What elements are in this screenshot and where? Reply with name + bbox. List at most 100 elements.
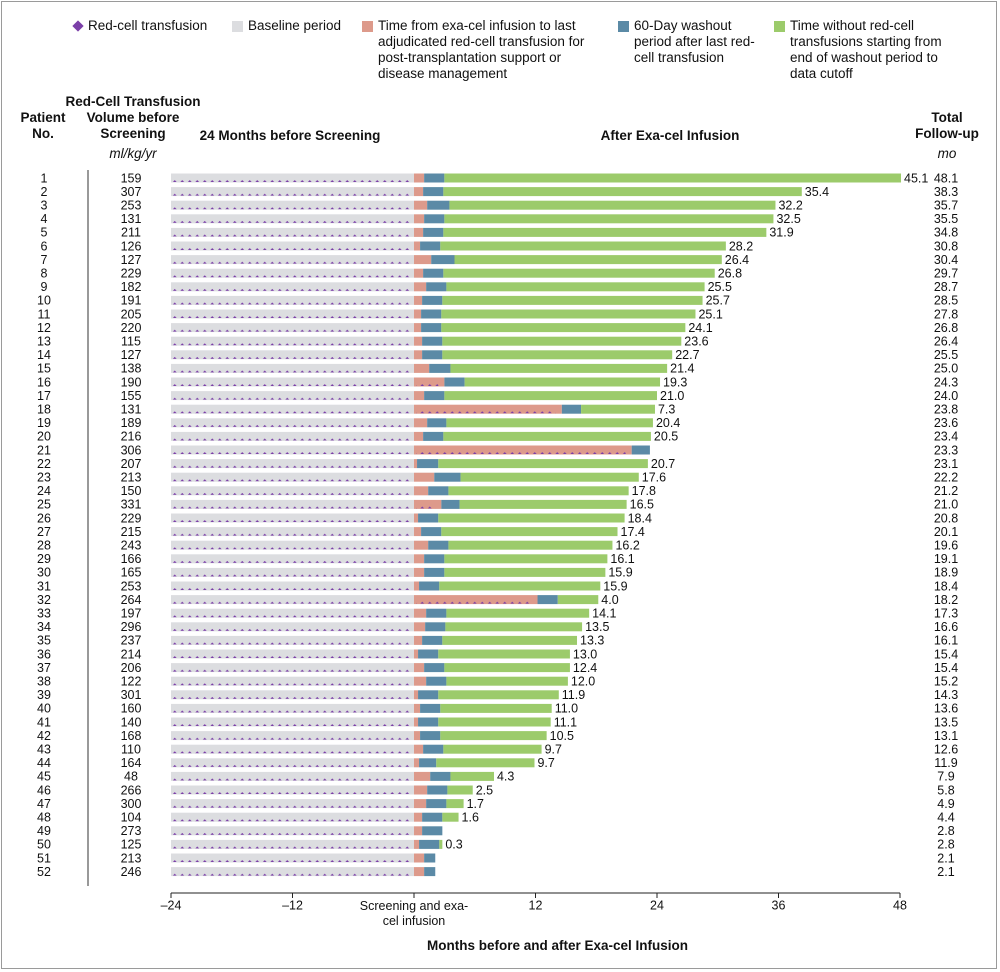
follow-up-value: 30.4 xyxy=(934,253,958,267)
volume-value: 253 xyxy=(121,198,142,212)
transfusion-pattern xyxy=(171,744,412,754)
post-infusion-transfusion-bar xyxy=(414,758,420,768)
patient-number: 48 xyxy=(37,810,51,824)
patient-number: 19 xyxy=(37,416,51,430)
follow-up-value: 18.2 xyxy=(934,593,958,607)
transfusion-pattern xyxy=(171,268,412,278)
follow-up-value: 15.4 xyxy=(934,661,958,675)
transfusion-free-bar xyxy=(439,839,443,849)
transfusion-free-label: 25.5 xyxy=(708,280,732,294)
volume-value: 140 xyxy=(121,715,142,729)
post-infusion-transfusion-bar xyxy=(414,676,427,686)
volume-value: 131 xyxy=(121,212,142,226)
transfusion-pattern xyxy=(171,445,412,454)
washout-bar xyxy=(427,418,447,428)
follow-up-value: 24.3 xyxy=(934,375,958,389)
transfusion-free-bar xyxy=(441,309,696,319)
washout-bar xyxy=(423,268,444,278)
transfusion-free-bar xyxy=(438,717,551,727)
post-infusion-transfusion-bar xyxy=(414,187,424,197)
volume-value: 126 xyxy=(121,239,142,253)
transfusion-free-bar xyxy=(450,771,494,781)
follow-up-value: 22.2 xyxy=(934,470,958,484)
transfusion-free-bar xyxy=(442,350,673,360)
patient-number: 18 xyxy=(37,402,51,416)
patient-number: 45 xyxy=(37,770,51,784)
washout-bar xyxy=(424,853,436,863)
volume-value: 159 xyxy=(121,171,142,185)
transfusion-free-bar xyxy=(441,527,618,537)
transfusion-free-label: 10.5 xyxy=(550,729,574,743)
washout-bar xyxy=(431,255,455,265)
transfusion-free-bar xyxy=(443,431,651,441)
volume-value: 104 xyxy=(121,810,142,824)
follow-up-value: 12.6 xyxy=(934,742,958,756)
patient-number: 29 xyxy=(37,552,51,566)
patient-number: 22 xyxy=(37,457,51,471)
transfusion-free-label: 20.7 xyxy=(651,457,675,471)
total-unit: mo xyxy=(937,146,957,161)
patient-number: 40 xyxy=(37,702,51,716)
follow-up-value: 4.9 xyxy=(937,797,954,811)
follow-up-value: 13.1 xyxy=(934,729,958,743)
volume-value: 307 xyxy=(121,185,142,199)
washout-bar xyxy=(424,391,445,401)
after-header: After Exa-cel Infusion xyxy=(600,128,740,143)
washout-bar xyxy=(419,581,440,591)
transfusion-free-label: 9.7 xyxy=(545,742,562,756)
volume-value: 189 xyxy=(121,416,142,430)
legend-swatch xyxy=(232,21,243,32)
follow-up-value: 2.8 xyxy=(937,824,954,838)
patient-number: 28 xyxy=(37,538,51,552)
transfusion-free-bar xyxy=(442,635,578,645)
transfusion-free-label: 15.9 xyxy=(608,566,632,580)
washout-bar xyxy=(423,744,444,754)
transfusion-pattern xyxy=(171,540,412,550)
transfusion-free-label: 16.2 xyxy=(615,538,639,552)
transfusion-free-label: 20.5 xyxy=(654,430,678,444)
patient-number: 27 xyxy=(37,525,51,539)
patient-header: Patient No. xyxy=(20,110,66,141)
washout-bar xyxy=(441,499,460,509)
transfusion-free-label: 16.1 xyxy=(610,552,634,566)
transfusion-free-bar xyxy=(440,241,726,251)
post-infusion-transfusion-bar xyxy=(414,227,424,237)
post-infusion-transfusion-bar xyxy=(414,486,429,496)
transfusion-pattern xyxy=(171,431,412,441)
x-tick-label: 48 xyxy=(893,898,907,912)
patient-number: 12 xyxy=(37,321,51,335)
x-tick-label: –24 xyxy=(161,898,182,912)
transfusion-free-label: 4.0 xyxy=(601,593,618,607)
x-tick-label-box: Screening and exa-cel infusion xyxy=(360,899,468,928)
follow-up-value: 30.8 xyxy=(934,239,958,253)
transfusion-free-label: 4.3 xyxy=(497,770,514,784)
patient-number: 47 xyxy=(37,797,51,811)
patient-number: 38 xyxy=(37,674,51,688)
volume-value: 229 xyxy=(121,266,142,280)
transfusion-pattern xyxy=(171,785,412,794)
follow-up-value: 26.4 xyxy=(934,334,958,348)
volume-value: 155 xyxy=(121,389,142,403)
transfusion-free-label: 45.1 xyxy=(904,171,928,185)
transfusion-free-bar xyxy=(444,554,608,564)
transfusion-pattern xyxy=(171,254,412,264)
patient-number: 2 xyxy=(41,185,48,199)
follow-up-value: 2.1 xyxy=(937,865,954,879)
washout-bar xyxy=(424,214,445,224)
washout-bar xyxy=(421,309,442,319)
transfusion-free-label: 26.8 xyxy=(718,266,742,280)
volume-value: 164 xyxy=(121,756,142,770)
transfusion-pattern xyxy=(171,336,412,346)
transfusion-free-label: 11.0 xyxy=(555,702,578,716)
transfusion-pattern xyxy=(171,513,412,522)
transfusion-free-bar xyxy=(444,214,774,224)
transfusion-free-label: 32.2 xyxy=(778,198,802,212)
transfusion-free-bar xyxy=(440,731,547,741)
post-infusion-transfusion-bar xyxy=(414,173,425,183)
patient-number: 3 xyxy=(41,198,48,212)
follow-up-value: 38.3 xyxy=(934,185,958,199)
transfusion-pattern xyxy=(171,662,412,672)
transfusion-free-label: 21.4 xyxy=(670,362,694,376)
volume-value: 48 xyxy=(124,770,138,784)
transfusion-free-label: 14.1 xyxy=(592,606,616,620)
